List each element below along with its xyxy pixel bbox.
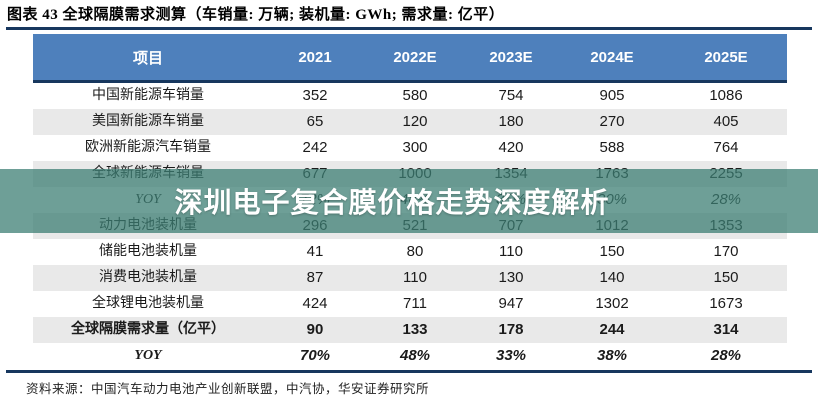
row-label: 储能电池装机量	[99, 244, 197, 259]
table-row: 欧洲新能源汽车销量 242 300 420 588 764	[33, 135, 787, 161]
source-note: 资料来源：中国汽车动力电池产业创新联盟，中汽协，华安证券研究所	[26, 382, 430, 396]
header-cell: 2025E	[665, 34, 787, 83]
data-cell: 65	[263, 109, 367, 135]
data-cell: 947	[498, 295, 524, 312]
data-cell: 120	[367, 109, 463, 135]
data-cell: 130	[463, 265, 559, 291]
data-cell: 87	[263, 265, 367, 291]
table-row: 消费电池装机量 87 110 130 140 150	[33, 265, 787, 291]
data-cell: 110	[499, 243, 523, 260]
data-cell: 352	[302, 87, 328, 104]
row-label: YOY	[134, 348, 162, 363]
table-row: 全球隔膜需求量（亿平） 90 133 178 244 314	[33, 317, 787, 343]
row-label: 欧洲新能源汽车销量	[85, 140, 211, 155]
table-header: 项目 2021 2022E 2023E 2024E 2025E	[33, 34, 787, 83]
data-cell: 424	[302, 295, 328, 312]
row-label: 全球隔膜需求量（亿平）	[33, 317, 263, 343]
data-cell: 1673	[709, 295, 743, 312]
data-cell: 41	[306, 243, 324, 260]
data-cell: 178	[463, 317, 559, 343]
data-cell: 90	[263, 317, 367, 343]
bottom-divider	[6, 370, 812, 373]
table-row: 全球锂电池装机量 424 711 947 1302 1673	[33, 291, 787, 317]
data-cell: 754	[498, 87, 524, 104]
data-cell: 180	[463, 109, 559, 135]
data-cell: 70%	[299, 347, 331, 364]
data-cell: 242	[302, 139, 328, 156]
data-cell: 170	[713, 243, 739, 260]
row-label: 美国新能源车销量	[33, 109, 263, 135]
data-cell: 133	[367, 317, 463, 343]
watermark-band	[0, 169, 818, 233]
data-cell: 905	[599, 87, 625, 104]
data-cell: 270	[559, 109, 665, 135]
table-row: 储能电池装机量 41 80 110 150 170	[33, 239, 787, 265]
header-cell: 项目	[33, 34, 263, 83]
header-cell: 2022E	[367, 34, 463, 83]
data-cell: 140	[559, 265, 665, 291]
table-row: 中国新能源车销量 352 580 754 905 1086	[33, 82, 787, 110]
data-cell: 150	[599, 243, 625, 260]
data-cell: 300	[402, 139, 428, 156]
top-divider	[6, 27, 812, 30]
data-cell: 28%	[710, 347, 742, 364]
header-row: 项目 2021 2022E 2023E 2024E 2025E	[33, 34, 787, 83]
data-cell: 80	[406, 243, 424, 260]
watermark-text: 深圳电子复合膜价格走势深度解析	[174, 187, 610, 218]
data-cell: 110	[367, 265, 463, 291]
data-cell: 711	[403, 295, 427, 312]
data-cell: 420	[498, 139, 524, 156]
row-label: 全球锂电池装机量	[92, 296, 204, 311]
data-cell: 38%	[596, 347, 628, 364]
data-cell: 244	[559, 317, 665, 343]
table-row: 美国新能源车销量 65 120 180 270 405	[33, 109, 787, 135]
data-cell: 150	[665, 265, 787, 291]
data-cell: 580	[402, 87, 428, 104]
header-cell: 2023E	[463, 34, 559, 83]
row-label: 消费电池装机量	[33, 265, 263, 291]
data-cell: 33%	[495, 347, 527, 364]
data-cell: 405	[665, 109, 787, 135]
data-cell: 1086	[709, 87, 743, 104]
data-cell: 1302	[595, 295, 629, 312]
header-cell: 2021	[263, 34, 367, 83]
data-cell: 314	[665, 317, 787, 343]
figure-title: 图表 43 全球隔膜需求测算（车销量: 万辆; 装机量: GWh; 需求量: 亿…	[7, 7, 505, 23]
data-cell: 588	[599, 139, 625, 156]
table-row: YOY 70% 48% 33% 38% 28%	[33, 343, 787, 369]
header-cell: 2024E	[559, 34, 665, 83]
data-cell: 48%	[399, 347, 431, 364]
data-cell: 764	[713, 139, 739, 156]
row-label: 中国新能源车销量	[92, 88, 204, 103]
